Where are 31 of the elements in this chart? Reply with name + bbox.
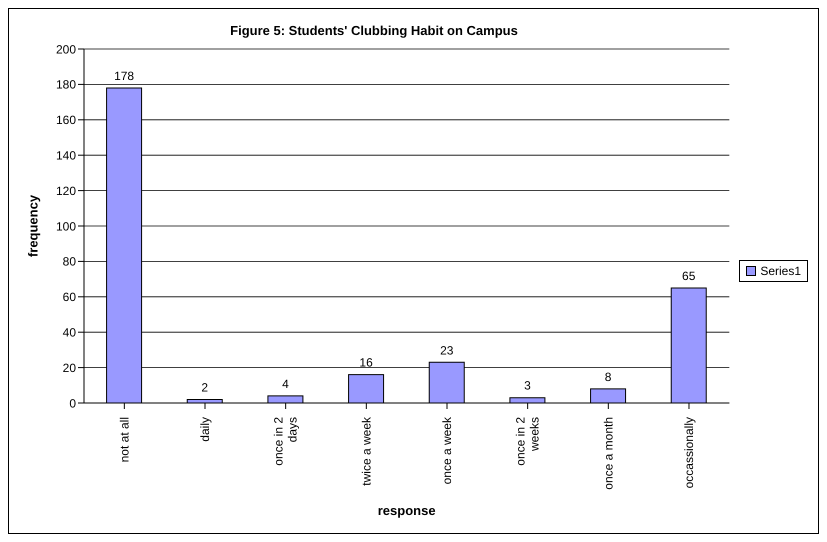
x-tick-label: occassionally bbox=[682, 417, 696, 488]
y-tick-label: 120 bbox=[56, 184, 76, 198]
y-axis-title: frequency bbox=[26, 194, 41, 258]
y-tick-label: 20 bbox=[62, 360, 76, 375]
x-tick-label: once a week bbox=[440, 416, 454, 484]
data-label: 16 bbox=[359, 356, 374, 370]
data-label: 2 bbox=[201, 380, 208, 394]
y-tick-label: 40 bbox=[62, 325, 76, 340]
x-axis-title: response bbox=[378, 503, 436, 518]
data-label: 8 bbox=[604, 370, 612, 384]
x-tick-label: once in 2 days bbox=[272, 416, 300, 466]
y-tick-label: 60 bbox=[62, 290, 76, 304]
y-tick-label: 80 bbox=[62, 254, 76, 269]
data-label: 65 bbox=[682, 268, 696, 283]
data-label: 178 bbox=[114, 68, 134, 83]
chart-title: Figure 5: Students' Clubbing Habit on Campus bbox=[229, 23, 519, 38]
y-tick-label: 140 bbox=[56, 148, 76, 162]
data-label: 4 bbox=[282, 376, 290, 391]
y-tick-label: 160 bbox=[56, 113, 76, 128]
x-tick-label: twice a week bbox=[359, 416, 374, 486]
x-tick-label: not at all bbox=[117, 417, 132, 462]
legend-label: Series1 bbox=[760, 264, 801, 278]
y-tick-label: 200 bbox=[56, 42, 76, 56]
x-tick-label: once a month bbox=[601, 417, 616, 490]
data-label: 3 bbox=[524, 378, 532, 393]
x-tick-label: once in 2 weeks bbox=[514, 416, 542, 466]
y-tick-label: 180 bbox=[56, 78, 76, 92]
y-tick-label: 0 bbox=[69, 396, 76, 410]
x-tick-label: daily bbox=[198, 417, 212, 442]
y-tick-label: 100 bbox=[56, 219, 76, 234]
data-label: 23 bbox=[440, 343, 454, 358]
